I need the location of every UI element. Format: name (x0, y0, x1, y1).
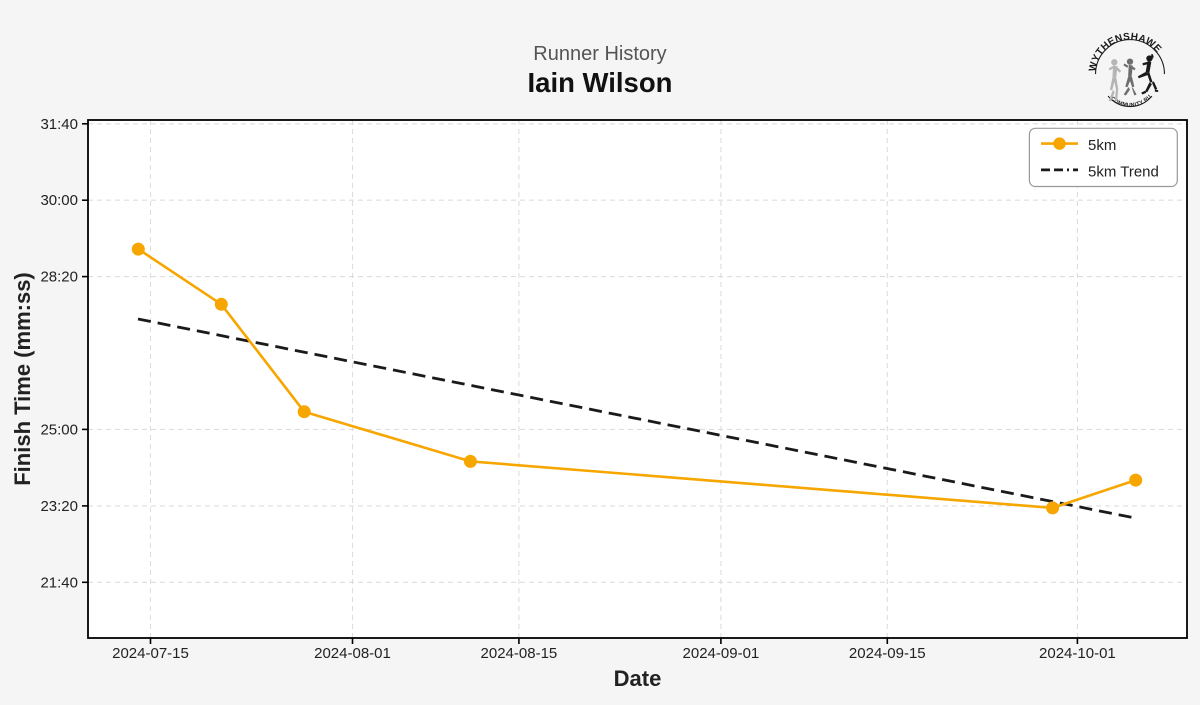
svg-text:28:20: 28:20 (40, 269, 78, 286)
svg-text:2024-09-15: 2024-09-15 (849, 645, 926, 662)
svg-text:31:40: 31:40 (40, 116, 78, 133)
svg-text:30:00: 30:00 (40, 192, 78, 209)
svg-text:2024-08-01: 2024-08-01 (314, 645, 391, 662)
svg-text:5km Trend: 5km Trend (1088, 163, 1159, 180)
svg-text:21:40: 21:40 (40, 574, 78, 591)
svg-text:25:00: 25:00 (40, 421, 78, 438)
svg-text:Finish Time (mm:ss): Finish Time (mm:ss) (10, 272, 35, 486)
svg-text:Date: Date (614, 666, 662, 691)
svg-text:2024-09-01: 2024-09-01 (683, 645, 760, 662)
svg-text:2024-10-01: 2024-10-01 (1039, 645, 1116, 662)
svg-text:5km: 5km (1088, 137, 1116, 154)
svg-text:23:20: 23:20 (40, 498, 78, 515)
svg-text:2024-08-15: 2024-08-15 (481, 645, 558, 662)
svg-text:2024-07-15: 2024-07-15 (112, 645, 189, 662)
